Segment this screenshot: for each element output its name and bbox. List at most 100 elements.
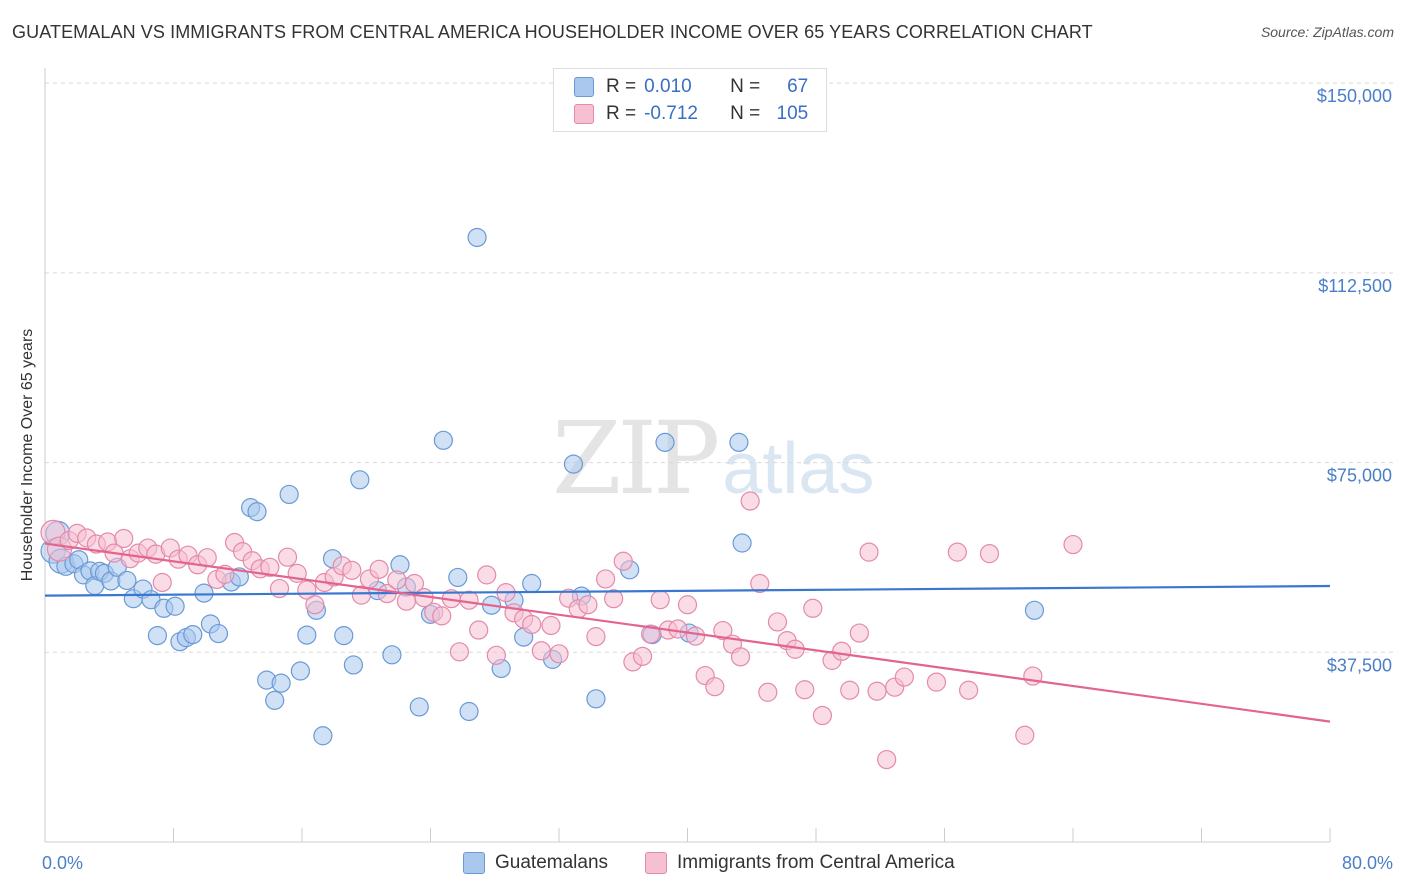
point-immigrants-84 — [795, 680, 815, 700]
point-guatemalans-49 — [448, 567, 468, 588]
point-immigrants-72 — [685, 626, 706, 646]
series-legend: Guatemalans Immigrants from Central Amer… — [0, 852, 1406, 878]
point-guatemalans-31 — [265, 690, 285, 710]
point-guatemalans-48 — [433, 430, 453, 450]
correlation-legend: R = 0.010 N = 67 R = -0.712 N = 105 — [553, 68, 827, 132]
point-guatemalans-17 — [147, 625, 168, 646]
point-immigrants-61 — [586, 627, 606, 647]
point-immigrants-54 — [522, 614, 542, 635]
point-immigrants-8 — [114, 528, 134, 549]
point-immigrants-46 — [449, 642, 470, 662]
series-label-guatemalans: Guatemalans — [495, 852, 609, 873]
point-immigrants-96 — [926, 672, 947, 692]
point-guatemalans-63 — [655, 432, 675, 452]
point-immigrants-93 — [877, 749, 897, 770]
point-immigrants-44 — [432, 606, 452, 626]
point-immigrants-78 — [740, 491, 760, 511]
point-guatemalans-33 — [279, 484, 299, 505]
point-guatemalans-60 — [586, 689, 606, 709]
point-immigrants-25 — [260, 557, 280, 577]
point-immigrants-97 — [947, 542, 967, 562]
point-immigrants-47 — [459, 590, 479, 610]
y-tick-label-2: $112,500 — [1318, 276, 1392, 296]
series-swatch-guatemalans — [463, 852, 485, 874]
point-immigrants-37 — [369, 559, 389, 579]
legend-row-immigrants: R = -0.712 N = 105 — [574, 102, 808, 126]
point-guatemalans-13 — [117, 570, 137, 591]
point-immigrants-50 — [486, 645, 506, 665]
point-immigrants-55 — [531, 641, 551, 661]
legend-n-label: N = — [730, 76, 761, 97]
point-immigrants-60 — [578, 595, 598, 615]
y-tick-label-3: $150,000 — [1317, 86, 1392, 106]
point-immigrants-85 — [803, 598, 823, 618]
series-legend-immigrants[interactable]: Immigrants from Central America — [645, 852, 955, 874]
point-immigrants-99 — [979, 544, 1000, 564]
point-immigrants-74 — [705, 677, 725, 697]
point-immigrants-66 — [632, 646, 653, 666]
point-immigrants-92 — [867, 681, 887, 701]
point-immigrants-63 — [604, 589, 624, 609]
point-guatemalans-66 — [732, 533, 752, 553]
legend-n-label: N = — [730, 103, 761, 124]
point-guatemalans-65 — [729, 432, 749, 452]
point-guatemalans-51 — [467, 227, 487, 248]
point-guatemalans-58 — [563, 454, 584, 474]
point-immigrants-35 — [351, 585, 372, 605]
legend-n-value: 67 — [787, 76, 809, 97]
point-immigrants-64 — [613, 551, 633, 571]
legend-r-value: -0.712 — [644, 103, 698, 124]
series-swatch-immigrants — [645, 852, 667, 874]
x-tick-label-end: 80.0% — [1342, 853, 1393, 873]
point-guatemalans-67 — [1024, 600, 1045, 620]
point-immigrants-75 — [713, 620, 733, 641]
point-guatemalans-39 — [334, 625, 354, 646]
series-guatemalans — [40, 227, 1045, 746]
point-immigrants-39 — [387, 570, 407, 590]
point-immigrants-70 — [668, 619, 688, 639]
point-guatemalans-35 — [297, 625, 317, 645]
point-guatemalans-23 — [194, 583, 214, 603]
legend-r-value: 0.010 — [644, 76, 692, 97]
point-guatemalans-34 — [290, 661, 310, 681]
point-immigrants-62 — [595, 569, 616, 589]
point-immigrants-98 — [958, 680, 979, 700]
legend-swatch-guatemalans — [574, 77, 594, 97]
series-legend-guatemalans[interactable]: Guatemalans — [463, 852, 608, 874]
legend-n-value: 105 — [776, 103, 809, 124]
point-immigrants-27 — [277, 547, 298, 567]
point-guatemalans-40 — [343, 655, 363, 675]
point-immigrants-49 — [477, 565, 497, 585]
point-immigrants-18 — [197, 548, 217, 568]
point-immigrants-34 — [342, 560, 362, 580]
point-immigrants-90 — [849, 623, 869, 643]
point-immigrants-95 — [894, 667, 914, 687]
point-immigrants-79 — [750, 573, 770, 594]
trend-lines — [44, 542, 1331, 723]
legend-row-guatemalans: R = 0.010 N = 67 — [574, 75, 808, 99]
point-guatemalans-19 — [165, 596, 185, 616]
y-tick-label-0: $37,500 — [1327, 655, 1392, 675]
point-immigrants-71 — [677, 595, 698, 615]
legend-r-label: R = — [606, 103, 637, 124]
point-immigrants-68 — [650, 590, 670, 610]
y-tick-label-1: $75,000 — [1327, 466, 1392, 486]
point-immigrants-48 — [469, 620, 489, 640]
tick-labels: $37,500 $75,000 $112,500 $150,000 0.0% 80.0% — [42, 86, 1393, 873]
point-immigrants-91 — [859, 542, 879, 562]
point-immigrants-57 — [549, 644, 569, 664]
point-guatemalans-50 — [459, 701, 479, 722]
point-immigrants-77 — [730, 647, 751, 667]
point-guatemalans-37 — [313, 726, 333, 746]
point-guatemalans-46 — [409, 697, 429, 717]
point-immigrants-56 — [541, 615, 561, 636]
point-guatemalans-25 — [208, 623, 229, 644]
scatter-points — [40, 227, 1083, 770]
point-immigrants-102 — [1063, 534, 1083, 555]
x-tick-label-start: 0.0% — [42, 853, 83, 873]
point-immigrants-30 — [305, 595, 325, 615]
point-guatemalans-29 — [247, 502, 267, 522]
point-immigrants-89 — [840, 680, 860, 700]
legend-swatch-immigrants — [574, 104, 594, 124]
